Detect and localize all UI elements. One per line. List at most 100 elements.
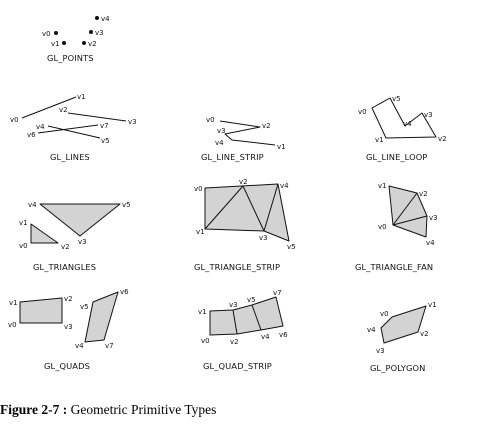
vertex-label: v1 bbox=[51, 40, 60, 48]
vertex-label: v7 bbox=[100, 122, 109, 130]
vertex-label: v1 bbox=[196, 228, 205, 236]
quad-strip-fill bbox=[209, 296, 284, 336]
triangle-shape bbox=[39, 203, 121, 237]
point-v4 bbox=[95, 16, 99, 20]
vertex-label: v7 bbox=[105, 342, 114, 350]
vertex-label: v4 bbox=[403, 120, 412, 128]
figure-caption: Figure 2-7 : Geometric Primitive Types bbox=[0, 402, 216, 418]
strip-edge bbox=[204, 185, 244, 230]
vertex-label: v2 bbox=[230, 338, 239, 346]
vertex-label: v0 bbox=[10, 116, 19, 124]
panel-gl-triangles: v4 v5 v1 v3 v0 v2 GL_TRIANGLES bbox=[19, 201, 131, 272]
line-strip-path bbox=[219, 120, 276, 146]
panel-gl-lines: v1 v0 v2 v3 v4 v7 v6 v5 GL_LINES bbox=[10, 93, 137, 162]
vertex-label: v2 bbox=[262, 122, 271, 130]
quad-shape bbox=[84, 291, 119, 343]
panel-title-gl-lines: GL_LINES bbox=[50, 152, 90, 162]
strip-edge bbox=[263, 183, 279, 232]
line-loop-path bbox=[371, 97, 437, 139]
vertex-label: v3 bbox=[429, 214, 438, 222]
vertex-label: v3 bbox=[78, 238, 87, 246]
panel-title-gl-points: GL_POINTS bbox=[47, 53, 94, 63]
vertex-label: v2 bbox=[239, 178, 248, 186]
vertex-label: v0 bbox=[194, 185, 203, 193]
vertex-label: v0 bbox=[19, 242, 28, 250]
figure-caption-text: Geometric Primitive Types bbox=[67, 402, 217, 417]
vertex-label: v1 bbox=[428, 301, 437, 309]
vertex-label: v6 bbox=[120, 288, 129, 296]
vertex-label: v0 bbox=[206, 116, 215, 124]
primitive-types-diagram: v4 v0 v3 v1 v2 GL_POINTS v1 v0 v2 v3 v4 … bbox=[8, 15, 447, 373]
panel-title-gl-quads: GL_QUADS bbox=[44, 361, 90, 371]
panel-gl-polygon: v0 v1 v4 v2 v3 GL_POLYGON bbox=[367, 301, 437, 373]
vertex-label: v2 bbox=[88, 40, 97, 48]
polygon-shape bbox=[380, 305, 427, 344]
vertex-label: v0 bbox=[201, 337, 210, 345]
vertex-label: v5 bbox=[80, 303, 89, 311]
vertex-label: v2 bbox=[420, 330, 429, 338]
strip-edge bbox=[242, 185, 265, 232]
panel-title-gl-line-loop: GL_LINE_LOOP bbox=[366, 152, 427, 162]
vertex-label: v4 bbox=[101, 15, 110, 23]
panel-title-gl-triangles: GL_TRIANGLES bbox=[33, 262, 96, 272]
vertex-label: v1 bbox=[198, 308, 207, 316]
vertex-label: v3 bbox=[229, 301, 238, 309]
point-v0 bbox=[54, 31, 58, 35]
vertex-label: v2 bbox=[61, 243, 70, 251]
panel-gl-points: v4 v0 v3 v1 v2 GL_POINTS bbox=[42, 15, 110, 63]
quad-shape bbox=[19, 297, 63, 324]
vertex-label: v3 bbox=[64, 323, 73, 331]
panel-gl-line-loop: v0 v5 v3 v4 v1 v2 GL_LINE_LOOP bbox=[358, 95, 447, 162]
vertex-label: v5 bbox=[247, 296, 256, 304]
panel-gl-line-strip: v0 v2 v3 v4 v1 GL_LINE_STRIP bbox=[201, 116, 286, 162]
vertex-label: v2 bbox=[438, 135, 447, 143]
vertex-label: v2 bbox=[59, 106, 68, 114]
strip-edge bbox=[251, 304, 262, 331]
vertex-label: v3 bbox=[95, 29, 104, 37]
line-segment bbox=[47, 125, 101, 139]
vertex-label: v4 bbox=[36, 123, 45, 131]
panel-gl-triangle-fan: v1 v2 v3 v0 v4 GL_TRIANGLE_FAN bbox=[355, 182, 438, 272]
vertex-label: v0 bbox=[380, 310, 389, 318]
vertex-label: v4 bbox=[280, 182, 289, 190]
triangle-shape bbox=[30, 223, 59, 244]
vertex-label: v1 bbox=[19, 219, 28, 227]
vertex-label: v4 bbox=[28, 201, 37, 209]
vertex-label: v3 bbox=[128, 118, 137, 126]
line-segment bbox=[67, 112, 127, 122]
panel-gl-quads: v1 v2 v5 v6 v0 v3 v4 v7 GL_QUADS bbox=[8, 288, 129, 371]
vertex-label: v5 bbox=[122, 201, 131, 209]
strip-edge bbox=[232, 309, 238, 335]
vertex-label: v7 bbox=[273, 289, 282, 297]
panel-gl-triangle-strip: v0 v2 v4 v1 v3 v5 GL_TRIANGLE_STRIP bbox=[194, 178, 296, 272]
point-v3 bbox=[89, 30, 93, 34]
panel-title-gl-line-strip: GL_LINE_STRIP bbox=[201, 152, 264, 162]
vertex-label: v5 bbox=[392, 95, 401, 103]
vertex-label: v1 bbox=[277, 143, 286, 151]
vertex-label: v4 bbox=[215, 139, 224, 147]
vertex-label: v4 bbox=[367, 326, 376, 334]
vertex-label: v4 bbox=[75, 342, 84, 350]
vertex-label: v5 bbox=[287, 243, 296, 251]
vertex-label: v2 bbox=[64, 295, 73, 303]
vertex-label: v1 bbox=[77, 93, 86, 101]
point-v1 bbox=[62, 41, 66, 45]
vertex-label: v4 bbox=[426, 239, 435, 247]
vertex-label: v5 bbox=[101, 137, 110, 145]
panel-title-gl-quad-strip: GL_QUAD_STRIP bbox=[203, 361, 272, 371]
vertex-label: v0 bbox=[8, 321, 17, 329]
triangle-strip-fill bbox=[204, 183, 290, 242]
line-segment bbox=[21, 96, 77, 119]
panel-gl-quad-strip: v7 v3 v5 v1 v6 v0 v2 v4 GL_QUAD_STRIP bbox=[198, 289, 288, 371]
panel-title-gl-triangle-fan: GL_TRIANGLE_FAN bbox=[355, 262, 433, 272]
triangle-fan-fill bbox=[388, 185, 428, 238]
vertex-label: v3 bbox=[217, 127, 226, 135]
line-segment bbox=[37, 124, 99, 134]
vertex-label: v3 bbox=[424, 111, 433, 119]
vertex-label: v1 bbox=[378, 182, 387, 190]
panel-title-gl-triangle-strip: GL_TRIANGLE_STRIP bbox=[194, 262, 280, 272]
vertex-label: v3 bbox=[376, 347, 385, 355]
fan-edge bbox=[392, 192, 418, 226]
figure-caption-label: Figure 2-7 : bbox=[0, 402, 68, 417]
vertex-label: v1 bbox=[9, 299, 18, 307]
